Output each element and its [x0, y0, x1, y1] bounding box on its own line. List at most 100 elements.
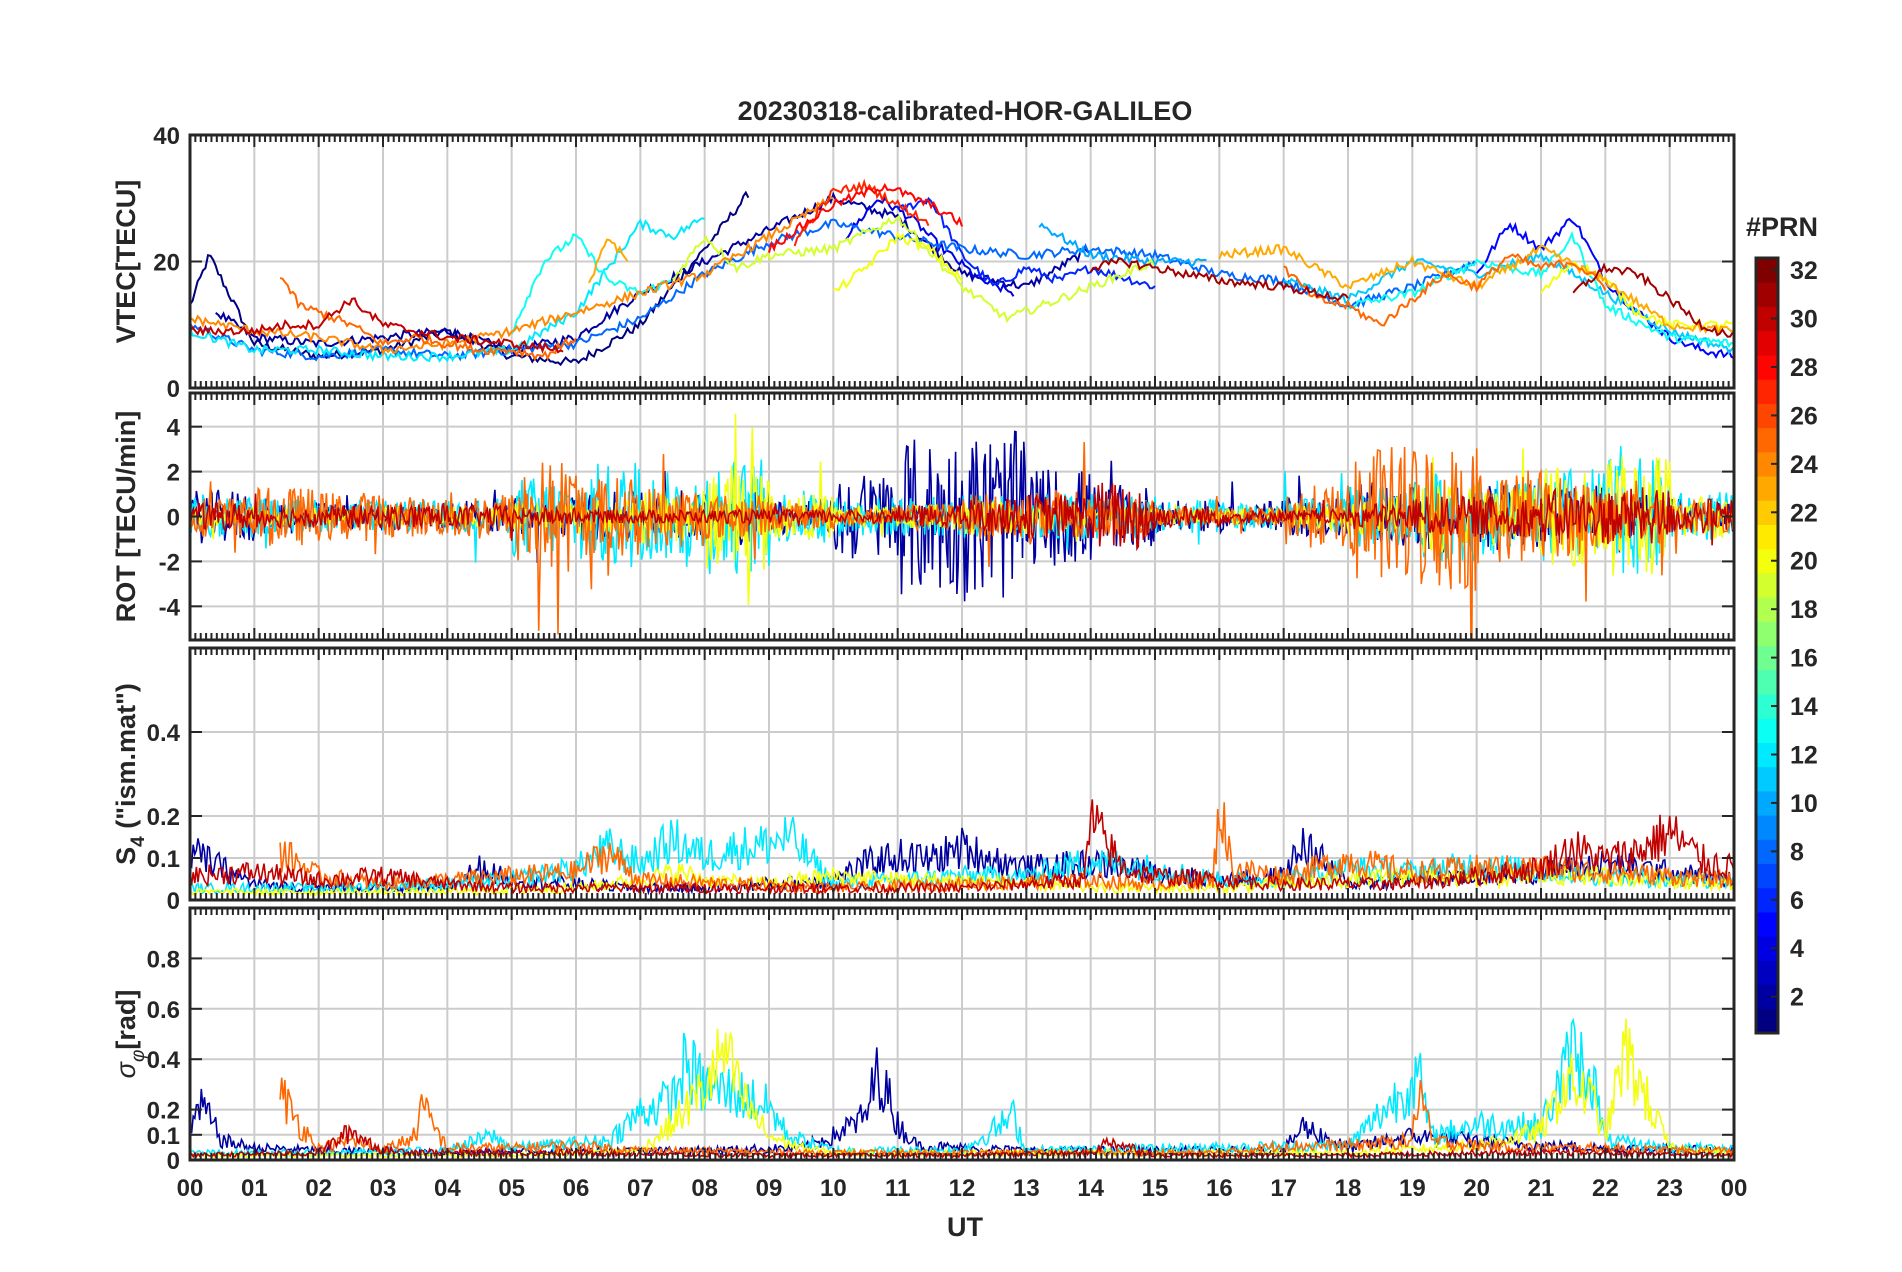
- colorbar-swatch: [1756, 669, 1778, 695]
- x-tick-label: 03: [370, 1175, 397, 1202]
- vtec-minor-ticks: [189, 135, 1735, 388]
- rot-y-axis-label: ROT [TECU/min]: [111, 411, 141, 622]
- sigma_phi-y-tick-label: 0.1: [147, 1123, 180, 1150]
- panel-rot: -4 -2 0 2 4 ROT [TECU/min]: [111, 391, 1736, 642]
- sigma_phi-y-tick-label: 0.2: [147, 1098, 180, 1125]
- colorbar-tick-label: 4: [1790, 935, 1804, 963]
- panel-sigma_phi: 00.10.2 0.4 0.6 0.8 σφ[rad] 00 01 02 03 04 05 06 07 0…: [111, 906, 1748, 1202]
- colorbar-swatch: [1756, 524, 1778, 550]
- colorbar-swatch: [1756, 475, 1778, 501]
- colorbar-tick-label: 24: [1790, 451, 1818, 479]
- vtec-series-prn-31: [1089, 257, 1349, 302]
- colorbar-tick-label: 16: [1790, 645, 1818, 673]
- colorbar-tick-label: 26: [1790, 402, 1818, 430]
- sigma_phi-y-axis-label: σφ[rad]: [111, 990, 149, 1079]
- vtec-y-axis-label: VTEC[TECU]: [111, 180, 141, 344]
- rot-y-tick-label: 4: [167, 415, 181, 442]
- colorbar-tick-label: 12: [1790, 741, 1818, 769]
- colorbar-swatch: [1756, 451, 1778, 477]
- colorbar-swatch: [1756, 500, 1778, 526]
- y-label-main: S: [111, 847, 141, 865]
- rot-series-prn-25: [190, 442, 1734, 640]
- colorbar-swatch: [1756, 427, 1778, 453]
- x-tick-label: 11: [885, 1175, 910, 1202]
- colorbar-swatch: [1756, 621, 1778, 647]
- colorbar-swatch: [1756, 282, 1778, 308]
- x-tick-label: 13: [1013, 1175, 1040, 1202]
- sigma_phi-y-tick-label: 0: [167, 1148, 180, 1175]
- x-tick-label: 23: [1656, 1175, 1683, 1202]
- x-tick-label: 09: [756, 1175, 783, 1202]
- colorbar-swatch: [1756, 548, 1778, 574]
- colorbar-swatch: [1756, 403, 1778, 429]
- vtec-series-prn-19: [672, 214, 1155, 324]
- colorbar-tick-label: 30: [1790, 306, 1818, 334]
- s4-y-tick-label: 0.4: [147, 720, 181, 747]
- x-tick-label: 05: [498, 1175, 525, 1202]
- colorbar-tick-label: 10: [1790, 790, 1818, 818]
- y-label-subscript: φ: [128, 1050, 149, 1062]
- y-label-subscript: 4: [128, 836, 149, 847]
- colorbar-swatch: [1756, 839, 1778, 865]
- vtec-series-prn-13: [1347, 230, 1734, 348]
- colorbar-swatch: [1756, 742, 1778, 768]
- colorbar-swatch: [1756, 258, 1778, 283]
- colorbar-tick-label: 22: [1790, 499, 1818, 527]
- x-tick-label: 21: [1528, 1175, 1555, 1202]
- colorbar-swatch: [1756, 645, 1778, 671]
- colorbar-tick-label: 2: [1790, 984, 1804, 1012]
- colorbar-tick-label: 28: [1790, 354, 1818, 382]
- x-tick-label: 07: [627, 1175, 654, 1202]
- colorbar-tick-label: 8: [1790, 838, 1804, 866]
- sigma_phi-y-tick-label: 0.4: [147, 1047, 181, 1074]
- vtec-y-tick-label: 40: [153, 123, 180, 150]
- s4-y-axis-label: S4 ("ism.mat"): [111, 683, 149, 865]
- rot-series: [190, 413, 1734, 640]
- x-tick-label: 18: [1335, 1175, 1362, 1202]
- colorbar-swatch: [1756, 1008, 1778, 1034]
- x-tick-label: 01: [241, 1175, 268, 1202]
- x-tick-label: 00: [177, 1175, 204, 1202]
- vtec-y-tick-label: 0: [167, 376, 180, 403]
- x-tick-label: 00: [1721, 1175, 1748, 1202]
- colorbar-swatch: [1756, 354, 1778, 380]
- x-tick-label: 17: [1270, 1175, 1297, 1202]
- rot-y-tick-label: 2: [167, 460, 180, 487]
- colorbar-swatch: [1756, 330, 1778, 356]
- x-tick-label: 02: [305, 1175, 332, 1202]
- colorbar-tick-label: 18: [1790, 596, 1818, 624]
- x-tick-label: 14: [1077, 1175, 1104, 1202]
- x-axis-label: UT: [947, 1212, 983, 1242]
- colorbar-tick-label: 32: [1790, 257, 1818, 285]
- y-label-rest: [rad]: [111, 990, 141, 1050]
- s4-y-tick-label: 0: [167, 888, 180, 915]
- rot-y-tick-label: -2: [159, 549, 180, 576]
- s4-minor-ticks: [189, 648, 1735, 900]
- vtec-y-tick-label: 20: [153, 250, 180, 277]
- colorbar-swatch: [1756, 960, 1778, 986]
- vtec-series-prn-27: [793, 178, 930, 247]
- s4-y-tick-label: 0.2: [147, 804, 180, 831]
- colorbar-swatch: [1756, 766, 1778, 792]
- vtec-series-prn-31: [1572, 262, 1734, 338]
- panel-s4: 00.10.20.4S4 ("ism.mat"): [111, 646, 1736, 915]
- colorbar-swatch: [1756, 984, 1778, 1010]
- chart-title: 20230318-calibrated-HOR-GALILEO: [738, 96, 1193, 126]
- colorbar-swatch: [1756, 597, 1778, 622]
- x-tick-label: 16: [1206, 1175, 1233, 1202]
- colorbar-frame: [1754, 256, 1780, 1035]
- x-tick-label: 06: [563, 1175, 590, 1202]
- x-tick-label: 20: [1463, 1175, 1490, 1202]
- y-label-rest: ("ism.mat"): [111, 683, 141, 836]
- vtec-series-prn-25: [279, 276, 577, 362]
- colorbar-swatch: [1756, 887, 1778, 913]
- vtec-series-prn-24: [190, 197, 834, 356]
- vtec-series: [190, 178, 1734, 367]
- rot-minor-ticks: [189, 393, 1735, 640]
- x-tick-label: 04: [434, 1175, 461, 1202]
- vtec-series-prn-23: [588, 238, 629, 284]
- colorbar-swatch: [1756, 936, 1778, 961]
